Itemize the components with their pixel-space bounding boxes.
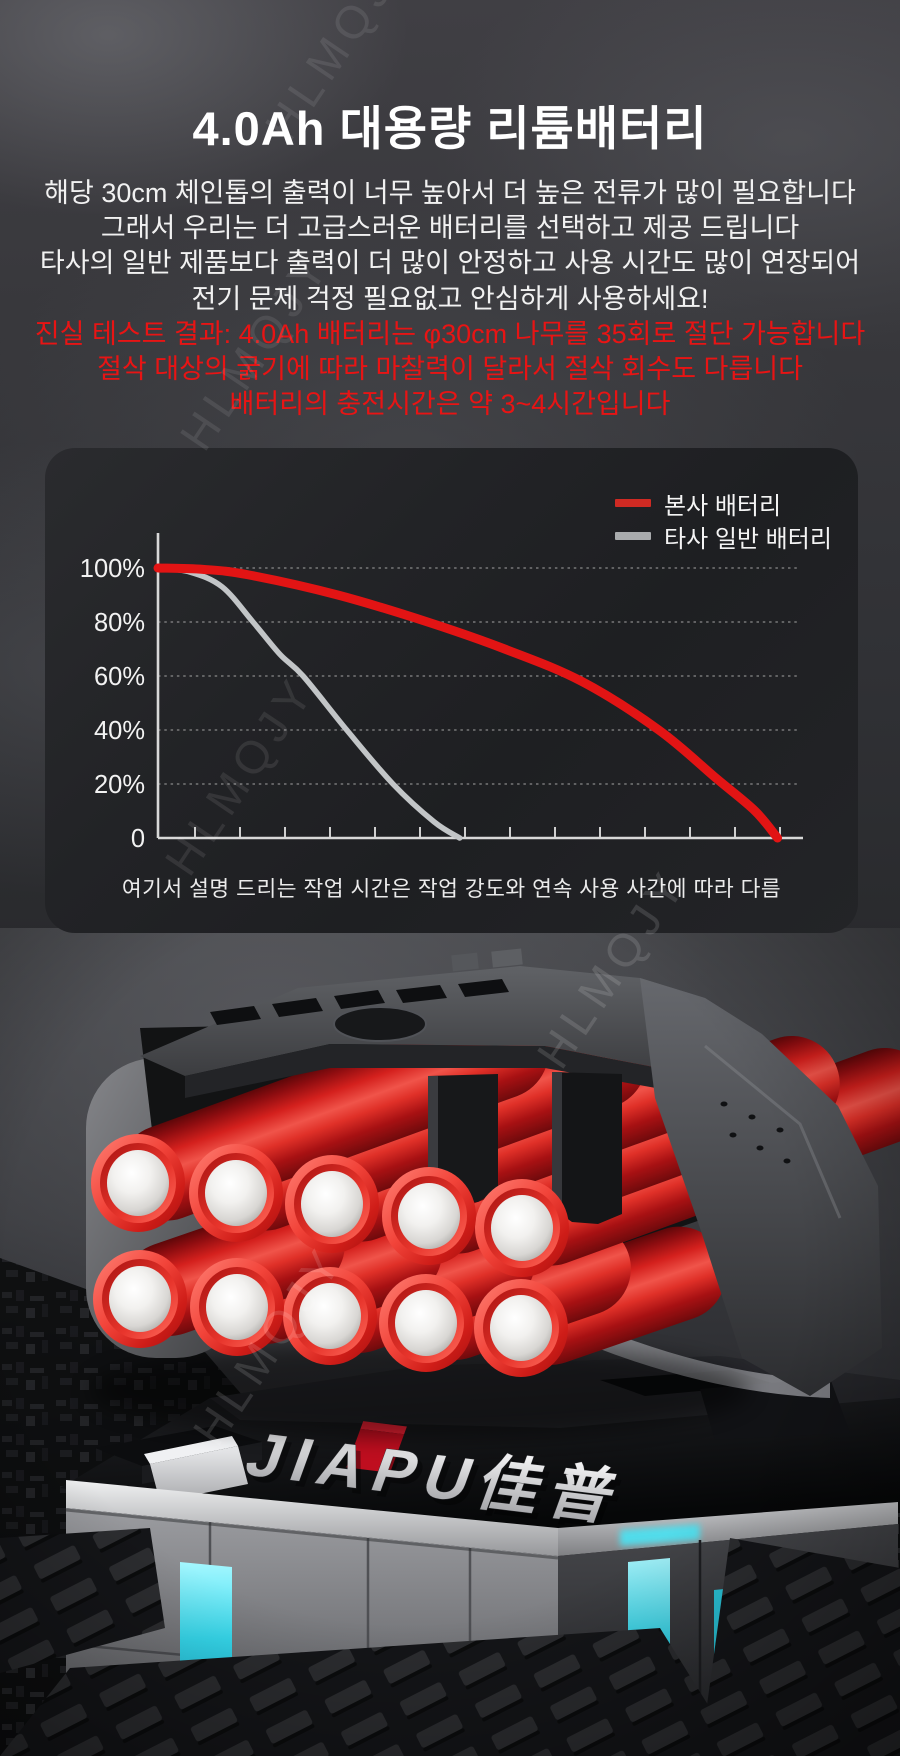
intro-line: 해당 30cm 체인톱의 출력이 너무 높아서 더 높은 전류가 많이 필요합니… (44, 178, 856, 208)
page-title: 4.0Ah 대용량 리튬배터리 (192, 102, 708, 155)
intro-paragraph: 해당 30cm 체인톱의 출력이 너무 높아서 더 높은 전류가 많이 필요합니… (0, 176, 900, 422)
svg-text:20%: 20% (94, 771, 145, 799)
intro-line: 타사의 일반 제품보다 출력이 더 많이 안정하고 사용 시간도 많이 연장되어 (39, 248, 861, 279)
intro-warning-line: 진실 테스트 결과: 4.0Ah 배터리는 φ30cm 나무를 35회로 절단 … (34, 318, 866, 349)
legend-swatch-red (615, 499, 651, 507)
legend-item: 타사 일반 배터리 (615, 525, 832, 553)
svg-text:60%: 60% (94, 663, 145, 691)
svg-text:80%: 80% (94, 609, 145, 637)
battery-pack-photo: JIAPU佳普 JIAPU佳普 (0, 928, 900, 1756)
legend-label: 본사 배터리 (664, 492, 782, 520)
legend-item: 본사 배터리 (615, 492, 832, 520)
svg-text:0: 0 (131, 825, 145, 853)
intro-line: 그래서 우리는 더 고급스러운 배터리를 선택하고 제공 드립니다 (100, 213, 800, 244)
legend-label: 타사 일반 배터리 (664, 525, 832, 553)
legend-swatch-gray (615, 532, 651, 540)
discharge-curve-chart: 100% 80% 60% 40% 20% 0 (80, 533, 803, 853)
chart-caption: 여기서 설명 드리는 작업 시간은 작업 강도와 연속 사용 사간에 따라 다름 (121, 877, 782, 901)
svg-text:40%: 40% (94, 717, 145, 745)
intro-warning-line: 절삭 대상의 굵기에 따라 마찰력이 달라서 절삭 회수도 다릅니다 (97, 354, 803, 385)
intro-warning-group: 진실 테스트 결과: 4.0Ah 배터리는 φ30cm 나무를 35회로 절단 … (0, 317, 900, 423)
intro-warning-line: 배터리의 충전시간은 약 3~4시간입니다 (229, 389, 671, 420)
battery-comparison-chart-panel: 100% 80% 60% 40% 20% 0 본사 배터리 타사 일반 배터리 여기서 설… (45, 448, 858, 933)
chart-legend: 본사 배터리 타사 일반 배터리 (615, 492, 832, 558)
intro-line: 전기 문제 걱정 필요없고 안심하게 사용하세요! (191, 283, 709, 314)
svg-text:100%: 100% (80, 555, 145, 583)
